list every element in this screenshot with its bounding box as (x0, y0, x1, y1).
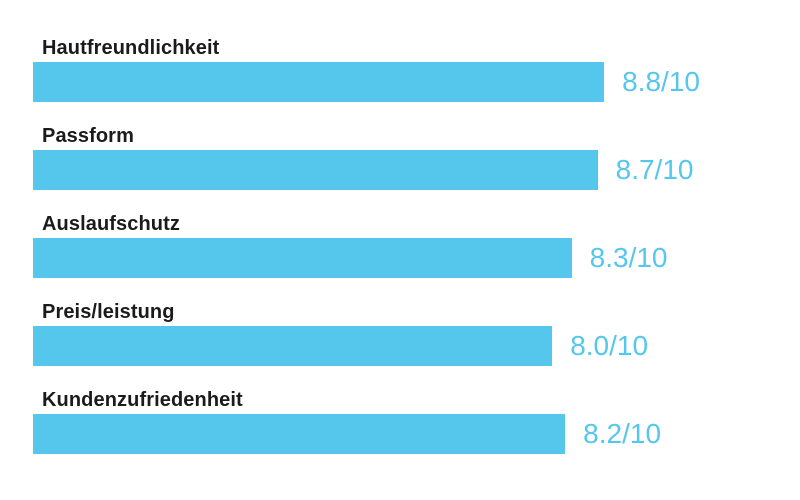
chart-row: Passform 8.7/10 (33, 122, 800, 190)
category-label: Preis/leistung (42, 301, 175, 323)
bar-line: 8.3/10 (33, 238, 800, 278)
rating-value-label: 8.8/10 (622, 66, 700, 97)
rating-value-label: 8.0/10 (570, 330, 649, 361)
rating-bar (33, 238, 572, 278)
bar-line: 8.2/10 (33, 414, 800, 454)
chart-row: Kundenzufriedenheit 8.2/10 (33, 386, 800, 454)
rating-bar (33, 150, 598, 190)
rating-bar (33, 326, 553, 366)
bar-line: 8.8/10 (33, 62, 800, 102)
chart-row: Auslaufschutz 8.3/10 (33, 210, 800, 278)
category-label: Auslaufschutz (42, 213, 180, 235)
rating-value-label: 8.2/10 (583, 418, 662, 449)
rating-value-label: 8.7/10 (615, 154, 694, 185)
chart-row: Hautfreundlichkeit 8.8/10 (33, 34, 800, 102)
rating-bar (33, 62, 605, 102)
rating-value-label: 8.3/10 (589, 242, 668, 273)
category-label: Hautfreundlichkeit (42, 37, 220, 59)
rating-bar (33, 414, 566, 454)
category-label: Kundenzufriedenheit (42, 389, 243, 411)
bar-line: 8.0/10 (33, 326, 800, 366)
chart-row: Preis/leistung 8.0/10 (33, 298, 800, 366)
category-label: Passform (42, 125, 134, 147)
bar-line: 8.7/10 (33, 150, 800, 190)
